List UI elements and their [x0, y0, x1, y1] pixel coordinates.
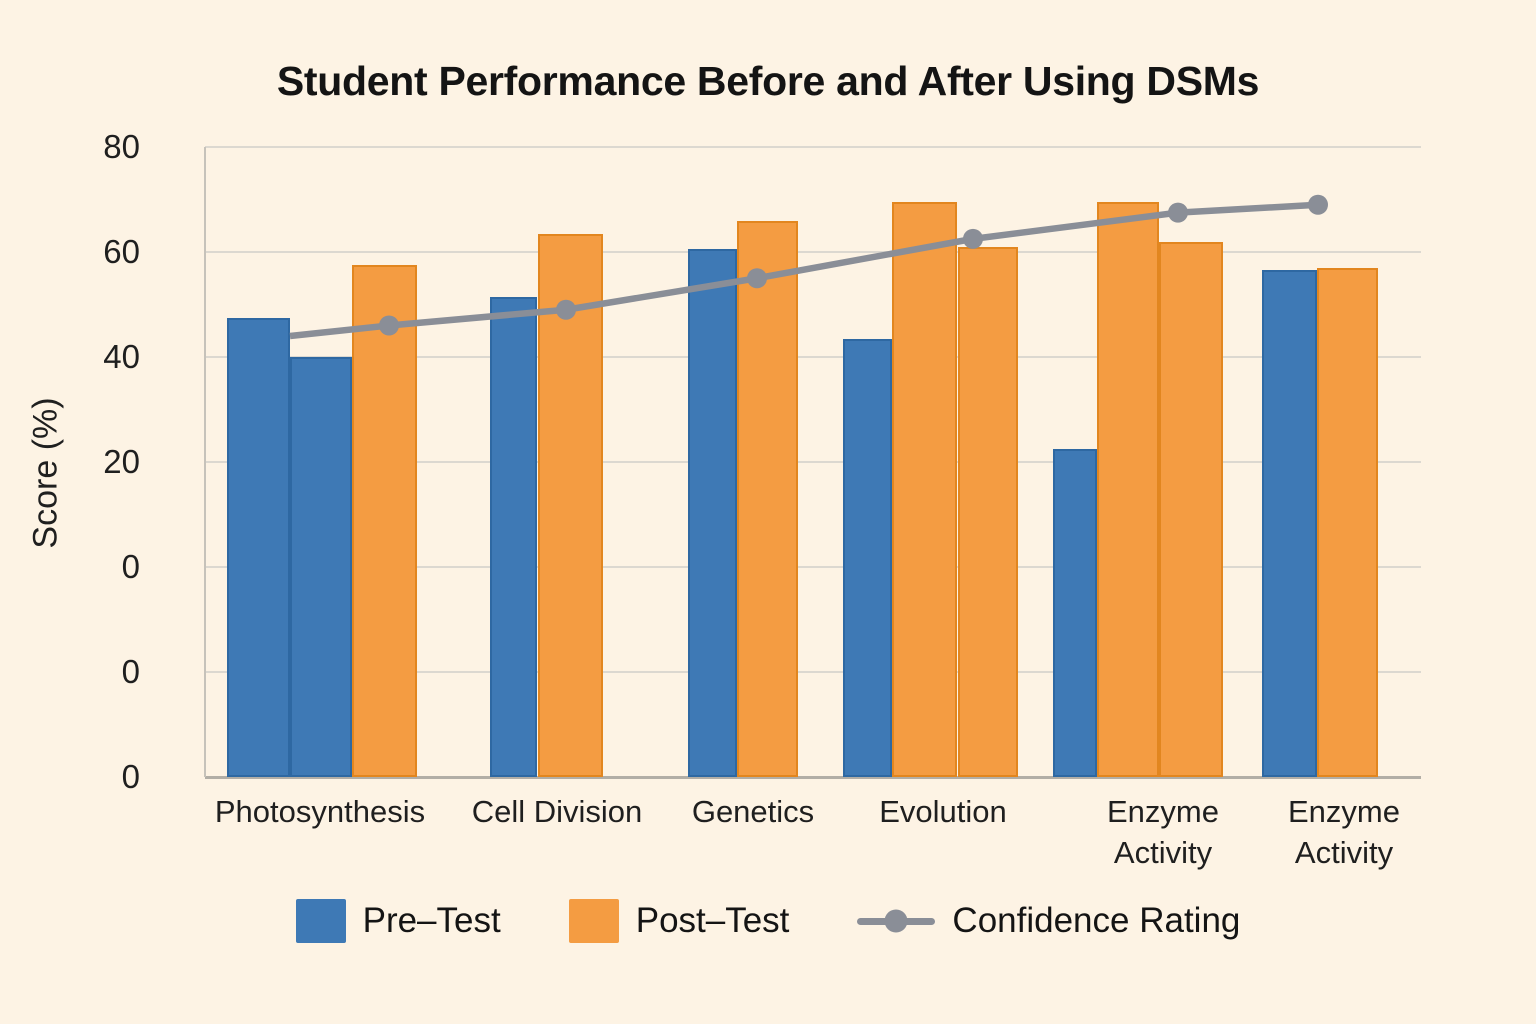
post-test-bar [538, 233, 603, 777]
legend-item-pre-test: Pre–Test [295, 899, 501, 943]
pre-test-bar [688, 249, 737, 777]
x-tick-label: Evolution [879, 794, 1007, 829]
gridline [205, 356, 1421, 358]
x-axis-line [205, 776, 1421, 779]
pre-test-bar [227, 317, 290, 777]
chart-title: Student Performance Before and After Usi… [276, 58, 1260, 104]
pre-test-bar [843, 338, 892, 777]
legend-label-post-test: Post–Test [635, 901, 790, 940]
pre-test-bar [1053, 448, 1097, 777]
y-tick-label: 80 [103, 128, 140, 165]
y-tick-label: 0 [121, 758, 140, 795]
y-tick-label: 60 [103, 233, 140, 270]
legend-label-pre-test: Pre–Test [362, 901, 501, 940]
x-tick-label: Genetics [691, 794, 815, 829]
gridline [205, 566, 1421, 568]
x-tick-label: Enzyme Activity [1288, 794, 1400, 870]
confidence-point [1308, 194, 1328, 215]
x-tick-label: Cell Division [471, 794, 643, 829]
y-tick-label: 0 [121, 548, 140, 585]
x-tick-label: Photosynthesis [214, 794, 426, 829]
y-axis-line [204, 147, 206, 777]
post-test-bar [958, 246, 1018, 777]
post-test-bar [892, 202, 957, 777]
post-test-swatch-icon [568, 899, 619, 943]
legend-label-confidence-rating: Confidence Rating [952, 901, 1241, 940]
post-test-bar [352, 265, 417, 777]
x-tick-label: Enzyme Activity [1107, 794, 1219, 870]
gridline [205, 146, 1421, 148]
post-test-bar [737, 220, 798, 777]
line-dot-marker-icon [857, 908, 936, 934]
y-tick-label: 40 [103, 338, 140, 375]
pre-test-swatch-icon [295, 899, 346, 943]
pre-test-bar [290, 357, 352, 777]
legend-item-confidence-rating: Confidence Rating [857, 901, 1240, 941]
legend-item-post-test: Post–Test [568, 899, 790, 943]
gridline [205, 671, 1421, 673]
pre-test-bar [1262, 270, 1317, 777]
gridline [205, 461, 1421, 463]
legend: Pre–Test Post–Test Confidence Rating [0, 899, 1536, 943]
post-test-bar [1159, 241, 1223, 777]
pre-test-bar [490, 296, 537, 777]
y-tick-label: 0 [121, 653, 140, 690]
y-tick-label: 20 [103, 443, 140, 480]
post-test-bar [1317, 267, 1378, 777]
confidence-point [1168, 202, 1188, 223]
post-test-bar [1097, 202, 1159, 777]
gridline [205, 251, 1421, 253]
